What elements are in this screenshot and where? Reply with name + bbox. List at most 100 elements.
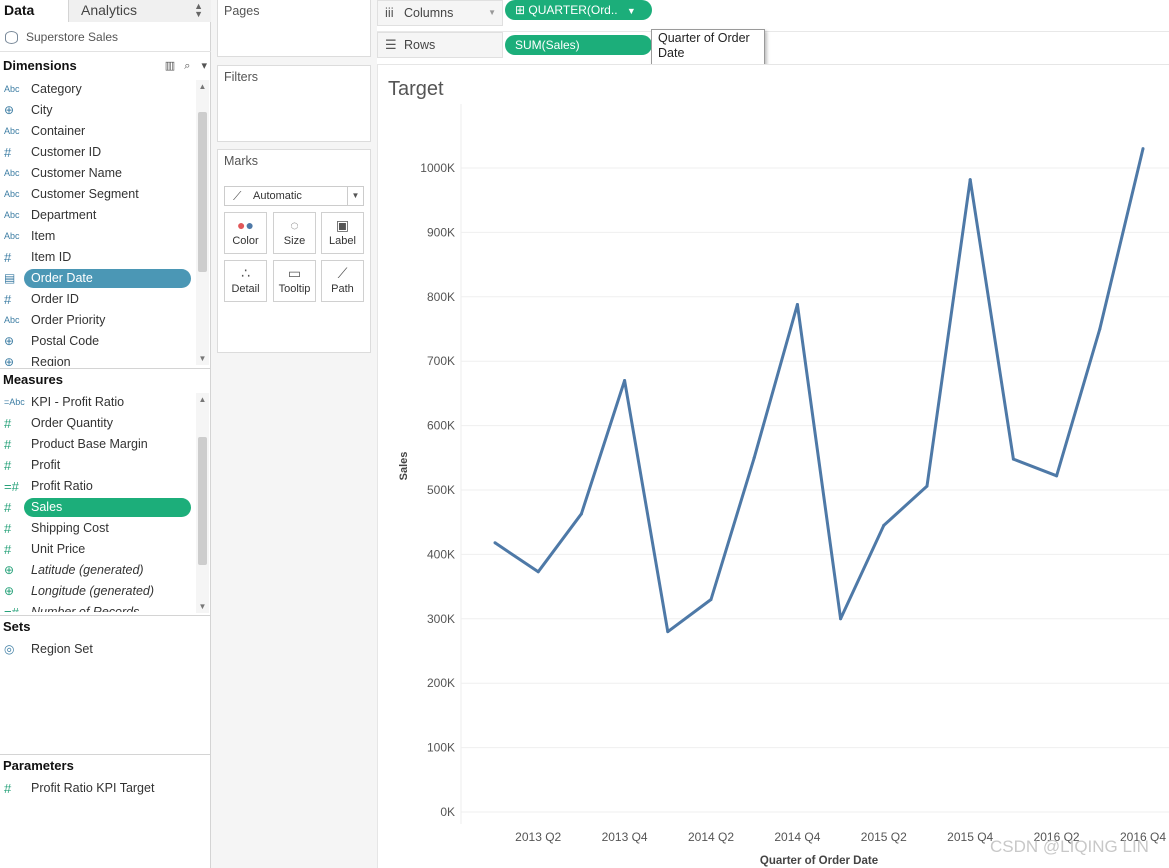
dimension-item[interactable]: Abc Department [0, 205, 195, 226]
datasource-item[interactable]: Superstore Sales [0, 24, 211, 52]
data-point[interactable] [1055, 474, 1059, 478]
x-tick-label: 2014 Q4 [774, 830, 820, 844]
dimension-item[interactable]: # Customer ID [0, 142, 195, 163]
sets-header: Sets [0, 615, 211, 637]
measure-item[interactable]: # Unit Price [0, 539, 195, 560]
line-chart[interactable]: 0K 100K 200K 300K 400K 500K 600K 700K 800K 900K 10… [377, 64, 1169, 868]
tab-analytics[interactable]: Analytics ▲ ▼ [68, 0, 211, 22]
color-button[interactable]: ●● Color [224, 212, 267, 254]
measure-item[interactable]: =Abc KPI - Profit Ratio [0, 392, 195, 413]
parameters-title: Parameters [3, 758, 74, 773]
datasource-icon [5, 31, 18, 44]
field-label: Customer ID [31, 145, 102, 159]
search-icon[interactable]: ⌕ [184, 60, 191, 72]
size-label: Size [283, 235, 306, 247]
rows-shelf-label: ☰ Rows [377, 32, 503, 58]
size-button[interactable]: ◌ Size [273, 212, 316, 254]
data-point[interactable] [709, 597, 713, 601]
filters-card[interactable]: Filters [217, 65, 371, 142]
data-point[interactable] [493, 541, 497, 545]
dimensions-menu-icon[interactable]: ▾ [201, 60, 207, 72]
data-point[interactable] [882, 523, 886, 527]
data-point[interactable] [752, 456, 756, 460]
data-point[interactable] [666, 630, 670, 634]
measure-item[interactable]: # Order Quantity [0, 413, 195, 434]
path-button[interactable]: ⟋ Path [321, 260, 364, 302]
tab-scroll-icon[interactable]: ▲ ▼ [194, 1, 203, 19]
measure-item[interactable]: =# Number of Records [0, 602, 195, 612]
field-label: Category [31, 82, 82, 96]
dimensions-scrollbar[interactable]: ▲ ▼ [196, 80, 209, 365]
dimension-item[interactable]: ▤ Order Date [0, 268, 195, 289]
measures-scrollbar[interactable]: ▲ ▼ [196, 393, 209, 613]
columns-pill[interactable]: ⊞ QUARTER(Ord.. ▼ [505, 0, 652, 20]
measure-item[interactable]: # Profit [0, 455, 195, 476]
field-label: City [31, 103, 53, 117]
data-point[interactable] [925, 484, 929, 488]
data-point[interactable] [579, 512, 583, 516]
y-tick-label: 300K [427, 612, 455, 626]
scroll-down-icon[interactable]: ▼ [198, 354, 207, 363]
dimension-item[interactable]: Abc Container [0, 121, 195, 142]
dimension-item[interactable]: Abc Order Priority [0, 310, 195, 331]
field-label: KPI - Profit Ratio [31, 395, 125, 409]
y-tick-label: 1000K [420, 161, 455, 175]
tab-data[interactable]: Data [0, 0, 68, 22]
detail-button[interactable]: ∴ Detail [224, 260, 267, 302]
dimension-item[interactable]: # Order ID [0, 289, 195, 310]
scroll-up-icon[interactable]: ▲ [198, 82, 207, 91]
data-point[interactable] [1098, 327, 1102, 331]
scroll-down-icon[interactable]: ▼ [198, 602, 207, 611]
data-point[interactable] [839, 617, 843, 621]
dimension-item[interactable]: # Item ID [0, 247, 195, 268]
rows-pill[interactable]: SUM(Sales) [505, 35, 652, 55]
columns-pill-label: QUARTER(Ord.. [528, 3, 618, 17]
measure-item[interactable]: ⊕ Longitude (generated) [0, 581, 195, 602]
x-tick-label: 2013 Q2 [515, 830, 561, 844]
field-label: Item ID [31, 250, 72, 264]
scroll-thumb[interactable] [198, 112, 207, 272]
expand-icon[interactable]: ⊞ [515, 3, 526, 17]
measure-item[interactable]: # Shipping Cost [0, 518, 195, 539]
dimension-item[interactable]: ⊕ Region [0, 352, 195, 366]
data-point[interactable] [536, 570, 540, 574]
set-item[interactable]: ◎ Region Set [0, 639, 195, 660]
dimension-item[interactable]: Abc Item [0, 226, 195, 247]
measure-item[interactable]: # Product Base Margin [0, 434, 195, 455]
label-icon: ▣ [335, 217, 350, 233]
label-button[interactable]: ▣ Label [321, 212, 364, 254]
hash-icon: # [4, 458, 12, 473]
pages-card[interactable]: Pages [217, 0, 371, 57]
field-label: Customer Segment [31, 187, 139, 201]
dimension-item[interactable]: ⊕ Postal Code [0, 331, 195, 352]
data-point[interactable] [795, 303, 799, 307]
hash-icon: # [4, 521, 12, 536]
measure-item[interactable]: ⊕ Latitude (generated) [0, 560, 195, 581]
scroll-thumb[interactable] [198, 437, 207, 565]
data-point[interactable] [968, 178, 972, 182]
field-label: Sales [31, 500, 63, 514]
chart-view[interactable] [377, 64, 1169, 868]
view-list-icon[interactable]: ▥ [164, 60, 176, 72]
field-label: Latitude (generated) [31, 563, 144, 577]
y-tick-label: 500K [427, 483, 455, 497]
data-point[interactable] [623, 379, 627, 383]
x-tick-label: 2015 Q2 [861, 830, 907, 844]
dimension-item[interactable]: Abc Customer Segment [0, 184, 195, 205]
data-point[interactable] [1011, 457, 1015, 461]
parameter-item[interactable]: # Profit Ratio KPI Target [0, 778, 195, 799]
mark-type-dropdown[interactable]: ⟋ Automatic ▼ [224, 186, 364, 206]
dimension-item[interactable]: ⊕ City [0, 100, 195, 121]
measure-item[interactable]: =# Profit Ratio [0, 476, 195, 497]
measure-item[interactable]: # Sales [0, 497, 195, 518]
y-axis-ticks: 0K 100K 200K 300K 400K 500K 600K 700K 800K 900K 10… [420, 161, 455, 819]
dimension-item[interactable]: Abc Customer Name [0, 163, 195, 184]
pill-menu-icon[interactable]: ▼ [626, 6, 636, 16]
hash-icon: # [4, 437, 12, 452]
data-point[interactable] [1141, 147, 1145, 151]
dimension-item[interactable]: Abc Category [0, 79, 195, 100]
abc-icon: Abc [4, 210, 20, 220]
sales-series-line[interactable] [494, 148, 1145, 634]
tooltip-button[interactable]: ▭ Tooltip [273, 260, 316, 302]
scroll-up-icon[interactable]: ▲ [198, 395, 207, 404]
